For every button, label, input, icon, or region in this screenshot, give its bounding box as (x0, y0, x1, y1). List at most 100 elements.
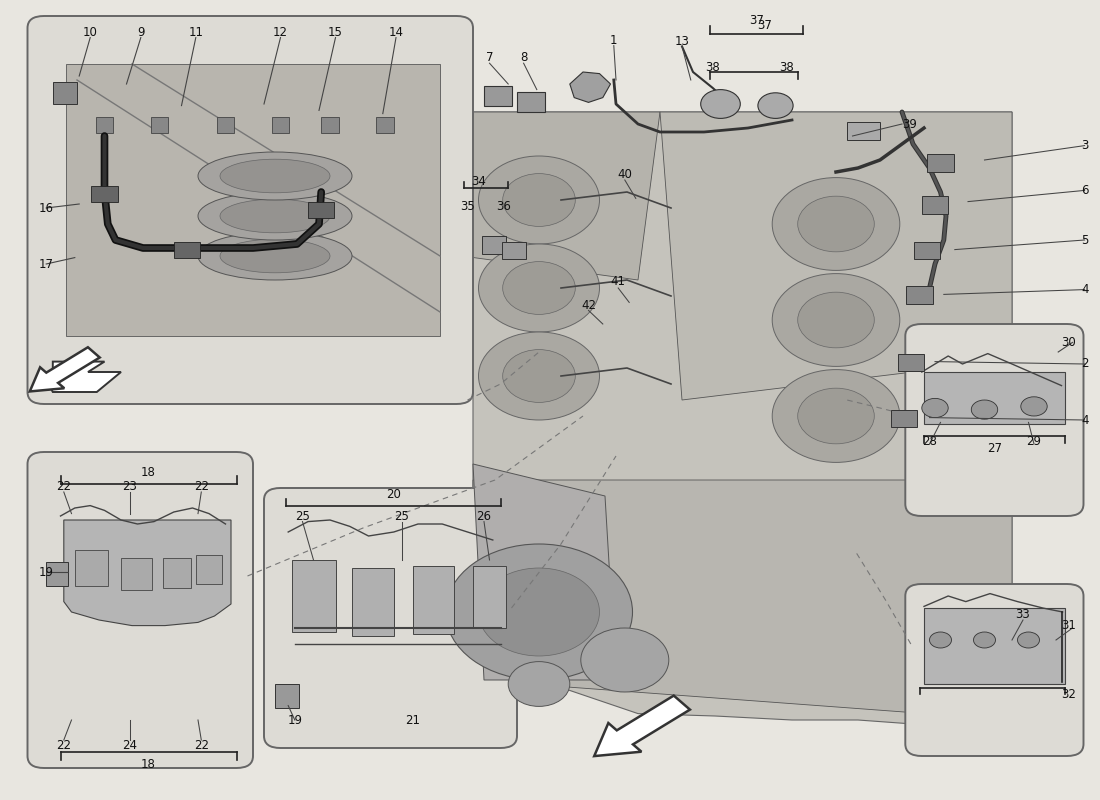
Bar (922, 196, 948, 214)
Text: 25: 25 (295, 510, 310, 522)
Polygon shape (473, 464, 616, 680)
Text: 11: 11 (188, 26, 204, 38)
Polygon shape (64, 520, 231, 626)
Bar (502, 242, 526, 259)
Bar (412, 566, 454, 634)
Bar (272, 117, 289, 133)
Text: 16: 16 (39, 202, 54, 214)
Bar (484, 86, 512, 106)
Circle shape (772, 370, 900, 462)
Ellipse shape (198, 152, 352, 200)
Text: 36: 36 (496, 200, 512, 213)
Text: 31: 31 (1060, 619, 1076, 632)
Bar (517, 92, 544, 112)
Bar (196, 555, 222, 584)
Circle shape (503, 174, 575, 226)
Circle shape (446, 544, 632, 680)
Text: 15: 15 (328, 26, 343, 38)
Bar (53, 82, 77, 104)
Bar (352, 568, 394, 636)
Bar (376, 117, 394, 133)
Bar (847, 122, 880, 140)
Bar (91, 186, 118, 202)
Text: 27: 27 (987, 442, 1002, 454)
Text: 38: 38 (779, 61, 794, 74)
Text: 3: 3 (1081, 139, 1089, 152)
Polygon shape (462, 112, 660, 280)
Ellipse shape (198, 192, 352, 240)
Text: 19: 19 (39, 566, 54, 578)
Text: 38: 38 (705, 61, 720, 74)
Circle shape (798, 196, 875, 252)
Text: 13: 13 (674, 35, 690, 48)
Bar (151, 117, 168, 133)
Text: 12: 12 (273, 26, 288, 38)
Bar (292, 560, 336, 632)
Circle shape (772, 178, 900, 270)
Text: 20: 20 (386, 488, 400, 501)
Circle shape (503, 350, 575, 402)
Text: 39: 39 (902, 118, 917, 130)
Text: 33: 33 (1015, 608, 1031, 621)
Bar (482, 236, 506, 254)
Circle shape (758, 93, 793, 118)
FancyBboxPatch shape (905, 324, 1084, 516)
Text: 23: 23 (122, 480, 138, 493)
Text: 28: 28 (922, 435, 937, 448)
Circle shape (1018, 632, 1040, 648)
Circle shape (581, 628, 669, 692)
Polygon shape (30, 347, 100, 391)
FancyBboxPatch shape (905, 584, 1084, 756)
Bar (174, 242, 200, 258)
Text: 22: 22 (194, 480, 209, 493)
Bar (308, 202, 334, 218)
Text: 6: 6 (1081, 184, 1089, 197)
Polygon shape (473, 112, 1012, 724)
Text: 7: 7 (486, 51, 493, 64)
Text: 2: 2 (1081, 358, 1089, 370)
Text: 21: 21 (405, 714, 420, 726)
Bar (96, 117, 113, 133)
Text: 42: 42 (581, 299, 596, 312)
Text: 4: 4 (1081, 283, 1089, 296)
Bar (906, 286, 933, 304)
Polygon shape (42, 362, 121, 392)
Text: 37: 37 (749, 14, 763, 26)
Circle shape (772, 274, 900, 366)
Text: 40: 40 (617, 168, 632, 181)
Bar (66, 64, 440, 336)
Bar (163, 558, 191, 588)
Bar (75, 550, 108, 586)
Polygon shape (660, 112, 1012, 400)
Ellipse shape (220, 239, 330, 273)
Text: 22: 22 (56, 739, 72, 752)
Text: 30: 30 (1062, 336, 1076, 349)
Circle shape (478, 244, 600, 332)
Circle shape (503, 262, 575, 314)
Text: 18: 18 (141, 466, 156, 478)
Circle shape (478, 332, 600, 420)
Text: 29: 29 (1026, 435, 1042, 448)
Circle shape (798, 292, 875, 348)
Bar (275, 684, 299, 708)
FancyBboxPatch shape (264, 488, 517, 748)
Ellipse shape (198, 232, 352, 280)
Bar (891, 410, 917, 427)
Text: 4: 4 (1081, 414, 1089, 426)
Circle shape (798, 388, 875, 444)
Bar (898, 354, 924, 371)
Circle shape (508, 662, 570, 706)
Text: 22: 22 (194, 739, 209, 752)
Text: 37: 37 (757, 19, 772, 32)
Bar (914, 242, 940, 259)
Circle shape (478, 568, 600, 656)
Text: 35: 35 (460, 200, 475, 213)
Polygon shape (594, 695, 690, 756)
Polygon shape (924, 372, 1065, 424)
Circle shape (478, 156, 600, 244)
Text: 26: 26 (476, 510, 492, 522)
Polygon shape (570, 72, 611, 102)
Text: 25: 25 (394, 510, 409, 522)
Bar (927, 154, 954, 172)
Bar (217, 117, 234, 133)
